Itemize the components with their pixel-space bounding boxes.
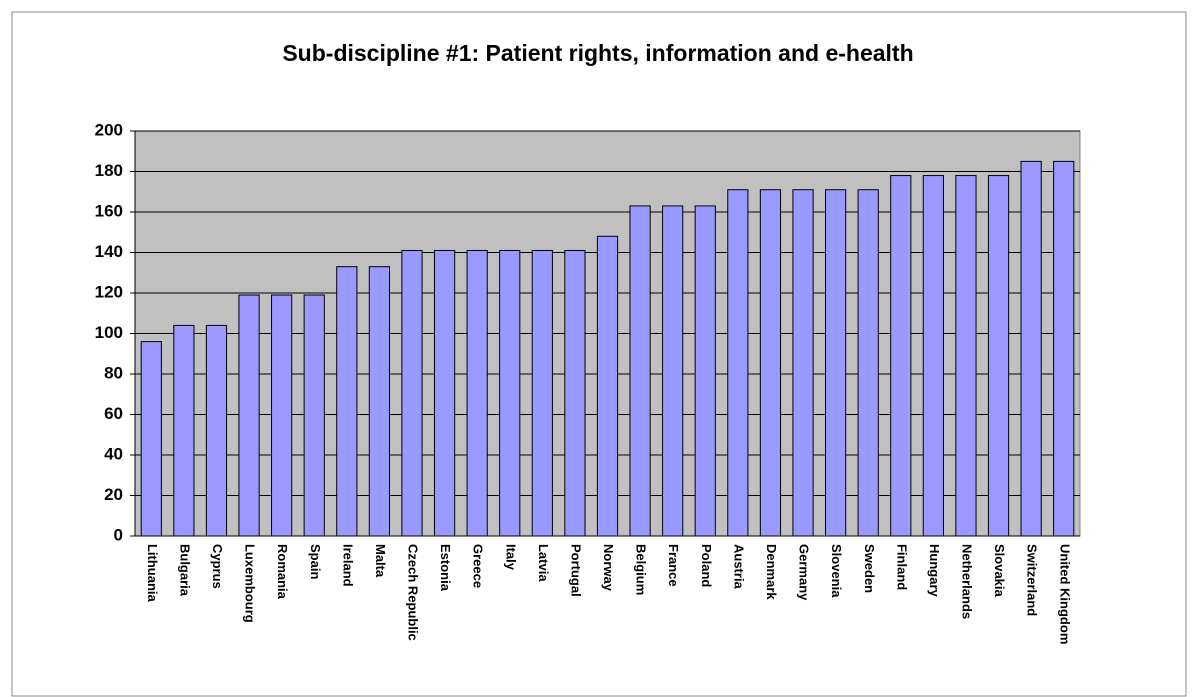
x-tick-label: Latvia — [536, 544, 551, 582]
chart-title: Sub-discipline #1: Patient rights, infor… — [282, 40, 913, 66]
bar — [629, 205, 651, 537]
x-tick-label: Malta — [373, 544, 388, 578]
x-tick-label: Slovenia — [829, 544, 844, 598]
x-tick-label: Portugal — [568, 544, 583, 597]
bar — [987, 175, 1010, 537]
bar — [857, 189, 879, 537]
y-tick-label: 60 — [104, 404, 123, 423]
x-tick-label: Switzerland — [1025, 544, 1040, 616]
bar — [1053, 160, 1075, 537]
bar — [205, 324, 228, 537]
bar — [727, 189, 749, 537]
bar — [564, 249, 586, 537]
bar — [238, 294, 260, 537]
x-tick-label: United Kingdom — [1057, 544, 1072, 644]
bar — [173, 324, 195, 537]
bar — [368, 266, 390, 537]
x-tick-label: Belgium — [634, 544, 649, 595]
y-tick-label: 100 — [95, 323, 123, 342]
bar — [662, 205, 684, 537]
x-tick-label: Italy — [503, 544, 518, 571]
x-tick-label: Slovakia — [992, 544, 1007, 598]
x-tick-label: Spain — [308, 544, 323, 579]
y-tick-label: 160 — [95, 201, 123, 220]
bar — [433, 249, 456, 537]
x-tick-label: Estonia — [438, 544, 453, 592]
bar — [759, 189, 782, 537]
x-tick-label: Greece — [471, 544, 486, 588]
x-tick-label: Lithuania — [145, 544, 160, 603]
bar — [825, 189, 847, 537]
y-tick-label: 180 — [95, 161, 123, 180]
bar — [336, 266, 358, 537]
bar — [694, 205, 716, 537]
y-tick-label: 0 — [114, 525, 123, 544]
x-tick-label: Finland — [894, 544, 909, 590]
bar — [531, 249, 553, 537]
x-tick-label: Bulgaria — [177, 544, 192, 597]
x-tick-label: Germany — [797, 544, 812, 601]
x-tick-label: Poland — [699, 544, 714, 587]
y-tick-label: 20 — [104, 485, 123, 504]
bar — [271, 294, 293, 537]
bar — [401, 249, 423, 537]
bar — [140, 341, 162, 537]
x-tick-label: Czech Republic — [406, 544, 421, 641]
bar — [955, 175, 977, 537]
y-tick-label: 120 — [95, 282, 123, 301]
x-tick-label: Cyprus — [210, 544, 225, 589]
y-tick-label: 200 — [95, 120, 123, 139]
y-tick-label: 140 — [95, 242, 123, 261]
bar — [890, 175, 912, 537]
y-tick-label: 80 — [104, 363, 123, 382]
bar — [466, 249, 488, 537]
x-tick-label: Romania — [275, 544, 290, 600]
bar — [1020, 160, 1042, 537]
x-tick-label: Hungary — [927, 544, 942, 598]
x-tick-label: Denmark — [764, 544, 779, 600]
x-tick-label: Netherlands — [960, 544, 975, 619]
bar — [499, 249, 521, 537]
bar — [922, 175, 944, 537]
x-tick-label: Luxembourg — [243, 544, 258, 623]
bar — [792, 189, 814, 537]
x-tick-label: Ireland — [340, 544, 355, 587]
y-tick-label: 40 — [104, 444, 123, 463]
bar — [303, 294, 325, 537]
x-tick-label: Austria — [731, 544, 746, 590]
x-tick-label: Sweden — [862, 544, 877, 593]
bar — [596, 235, 619, 537]
x-tick-label: France — [666, 544, 681, 587]
x-tick-label: Norway — [601, 544, 616, 592]
